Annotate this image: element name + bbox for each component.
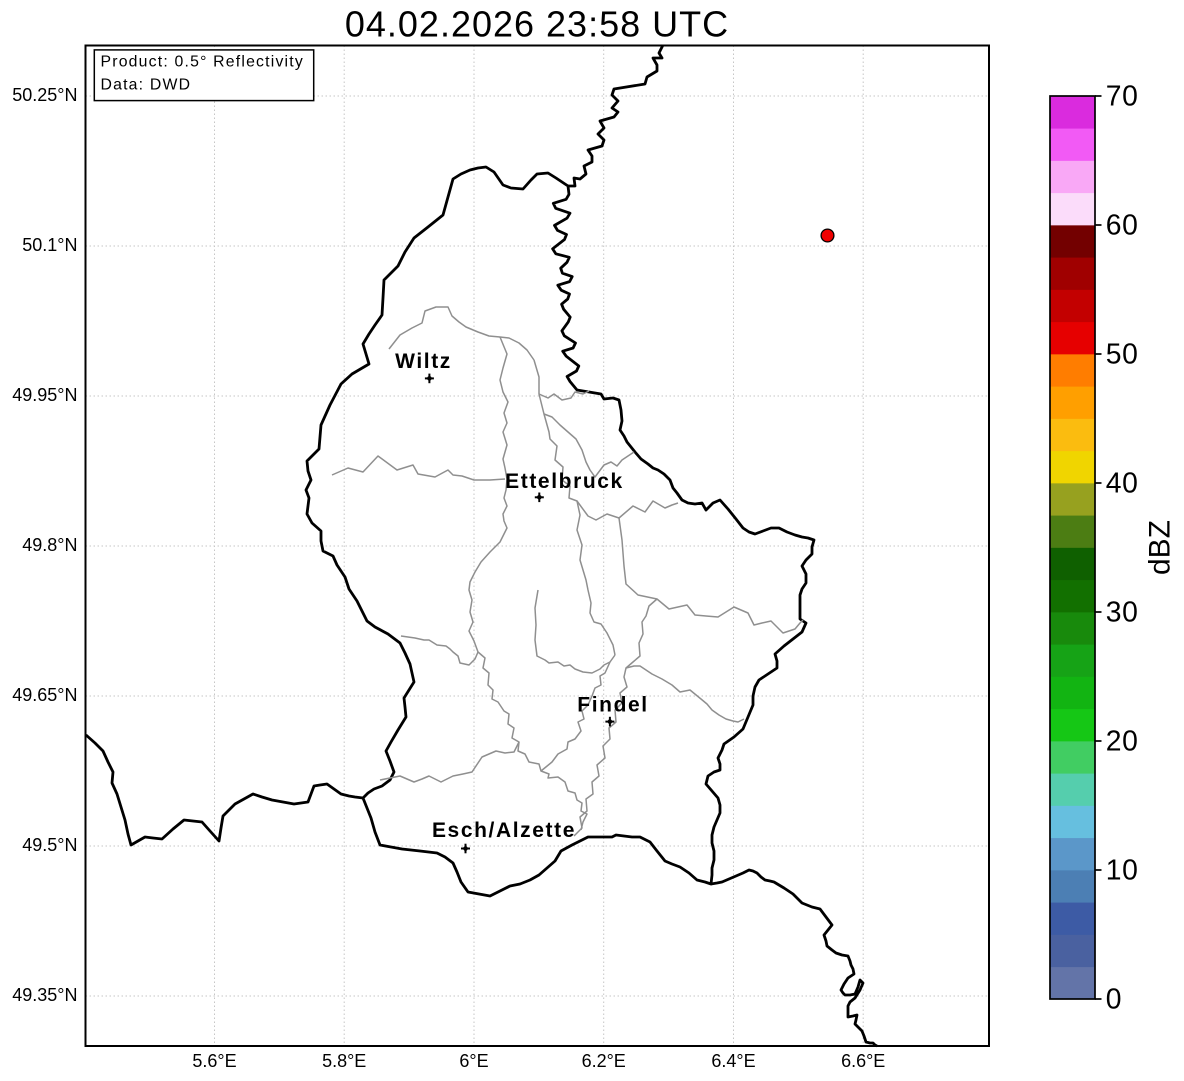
svg-text:0: 0 <box>1106 982 1122 1014</box>
svg-text:10: 10 <box>1106 853 1139 885</box>
svg-text:49.65°N: 49.65°N <box>12 685 77 705</box>
svg-text:20: 20 <box>1106 724 1139 756</box>
svg-text:30: 30 <box>1106 595 1139 627</box>
svg-text:49.95°N: 49.95°N <box>12 385 77 405</box>
svg-text:50.25°N: 50.25°N <box>12 85 77 105</box>
svg-text:50.1°N: 50.1°N <box>22 235 77 255</box>
svg-text:Product: 0.5° Reflectivity: Product: 0.5° Reflectivity <box>101 53 304 70</box>
svg-text:Esch/Alzette: Esch/Alzette <box>432 819 576 842</box>
svg-text:04.02.2026 23:58 UTC: 04.02.2026 23:58 UTC <box>345 4 729 45</box>
svg-text:6.4°E: 6.4°E <box>711 1051 755 1071</box>
svg-text:Data: DWD: Data: DWD <box>101 76 192 93</box>
svg-text:50: 50 <box>1106 337 1139 369</box>
svg-text:49.8°N: 49.8°N <box>22 535 77 555</box>
svg-text:5.6°E: 5.6°E <box>192 1051 236 1071</box>
svg-text:6°E: 6°E <box>459 1051 488 1071</box>
svg-text:Ettelbruck: Ettelbruck <box>505 470 624 493</box>
svg-text:49.35°N: 49.35°N <box>12 985 77 1005</box>
svg-text:Wiltz: Wiltz <box>395 350 452 373</box>
svg-text:6.2°E: 6.2°E <box>582 1051 626 1071</box>
svg-text:5.8°E: 5.8°E <box>322 1051 366 1071</box>
svg-text:dBZ: dBZ <box>1144 520 1177 575</box>
svg-text:6.6°E: 6.6°E <box>841 1051 885 1071</box>
svg-text:60: 60 <box>1106 208 1139 240</box>
svg-text:40: 40 <box>1106 466 1139 498</box>
svg-text:49.5°N: 49.5°N <box>22 835 77 855</box>
svg-text:Findel: Findel <box>577 694 648 717</box>
svg-text:70: 70 <box>1106 79 1139 111</box>
